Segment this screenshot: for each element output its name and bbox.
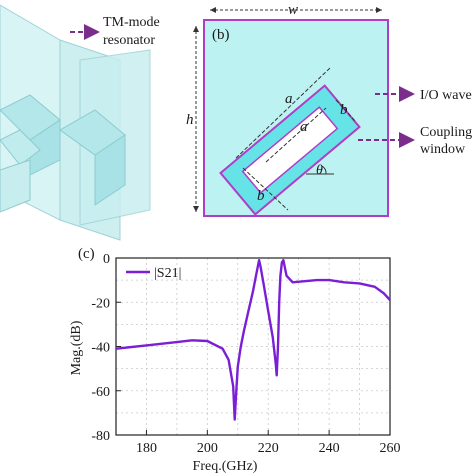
angle-arc: [321, 165, 327, 175]
dimension-b-inner-label: b: [340, 102, 348, 118]
dimension-a-inner-line: [265, 107, 327, 163]
x-tick-label: 240: [319, 441, 340, 456]
s21-chart: 180 200 220 240 260 0 -20 -40 -60 -80 |S21|: [91, 252, 400, 456]
x-tick-label: 220: [258, 441, 279, 456]
legend-label: |S21|: [154, 266, 181, 281]
x-tick-label: 180: [136, 441, 157, 456]
y-axis-label: Mag.(dB): [69, 320, 84, 375]
x-tick-label: 260: [380, 441, 401, 456]
y-tick-label: 0: [103, 252, 110, 267]
width-label: w: [288, 2, 298, 18]
y-tick-label: -80: [91, 429, 110, 444]
dimension-a-outer-line: [235, 67, 331, 159]
io-wave-callout-label: I/O wave: [420, 88, 472, 103]
coupling-window-callout-label-line1: Coupling: [420, 125, 472, 140]
y-tick-label: -20: [91, 296, 110, 311]
dimension-a-inner-label: a: [300, 119, 308, 135]
dimension-b-outer-line: [242, 167, 289, 211]
resonator-3d-illustration: [0, 4, 151, 241]
panel-b: (b) w h a a b b θ I/O wave Cou: [186, 2, 472, 217]
angle-label: θ: [316, 163, 323, 178]
resonator-callout-label-line1: TM-mode: [103, 15, 160, 30]
x-tick-label: 200: [197, 441, 218, 456]
dimension-b-inner-line: [335, 99, 357, 123]
panel-c-label: (c): [78, 246, 95, 262]
resonator-callout-label-line2: resonator: [103, 33, 155, 48]
x-axis-label: Freq.(GHz): [193, 459, 258, 474]
coupling-window-callout-label-line2: window: [420, 142, 466, 157]
dimension-b-outer-label: b: [257, 188, 265, 204]
ring-hole: [241, 106, 339, 194]
panel-b-label: (b): [212, 27, 230, 43]
height-label: h: [186, 112, 194, 128]
dimension-a-outer-label: a: [285, 91, 293, 107]
s21-series-line: [115, 259, 391, 421]
y-tick-label: -40: [91, 341, 110, 356]
y-tick-label: -60: [91, 385, 110, 400]
